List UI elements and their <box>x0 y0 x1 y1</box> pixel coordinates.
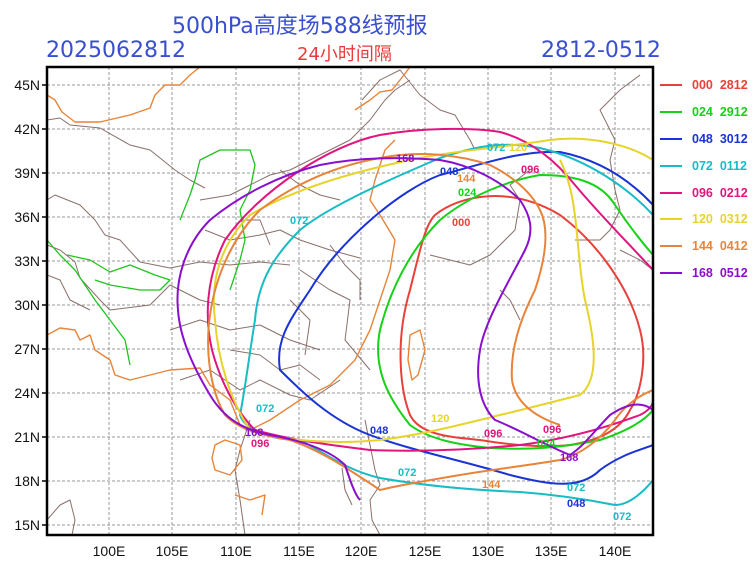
contour-048 <box>278 150 653 485</box>
svg-text:15N: 15N <box>14 517 40 533</box>
svg-text:100E: 100E <box>93 543 126 559</box>
legend-item-072: 072 0112 <box>660 152 756 179</box>
svg-text:115E: 115E <box>283 543 315 559</box>
coastline <box>47 67 426 516</box>
legend-item-000: 000 2812 <box>660 72 756 99</box>
svg-text:110E: 110E <box>220 543 252 559</box>
svg-text:39N: 39N <box>14 165 40 181</box>
contour-024 <box>377 174 653 450</box>
svg-text:072: 072 <box>290 215 308 227</box>
svg-text:21N: 21N <box>14 429 40 445</box>
legend-line-icon <box>660 137 682 140</box>
svg-text:048: 048 <box>440 166 458 178</box>
svg-text:120: 120 <box>509 142 527 154</box>
svg-text:135E: 135E <box>535 543 568 559</box>
svg-text:105E: 105E <box>156 543 189 559</box>
contours <box>176 127 653 506</box>
svg-text:168: 168 <box>560 452 578 464</box>
svg-text:144: 144 <box>457 173 476 185</box>
interval-label: 24小时间隔 <box>297 44 392 65</box>
svg-text:27N: 27N <box>14 341 40 357</box>
legend-line-icon <box>660 271 682 274</box>
svg-text:072: 072 <box>567 482 585 494</box>
contour-168 <box>176 157 653 501</box>
contour-labels: 000 024 048 072 120 096 144 168 072 072 … <box>245 142 631 523</box>
svg-text:072: 072 <box>398 467 416 479</box>
y-axis-labels: 45N 42N 39N 36N 33N 30N 27N 24N 21N 18N … <box>14 77 40 533</box>
svg-text:048: 048 <box>567 498 585 510</box>
svg-text:24N: 24N <box>14 385 40 401</box>
svg-text:024: 024 <box>458 187 477 199</box>
legend-item-024: 024 2912 <box>660 99 756 126</box>
legend-line-icon <box>660 218 682 221</box>
svg-text:024: 024 <box>537 438 556 450</box>
valid-range: 2812-0512 <box>541 38 661 63</box>
legend-line-icon <box>660 245 682 248</box>
svg-text:072: 072 <box>613 511 631 523</box>
svg-text:120: 120 <box>431 413 449 425</box>
legend-item-144: 144 0412 <box>660 233 756 260</box>
svg-text:36N: 36N <box>14 209 40 225</box>
svg-text:096: 096 <box>251 438 269 450</box>
svg-text:096: 096 <box>484 428 502 440</box>
svg-text:130E: 130E <box>472 543 505 559</box>
contour-096 <box>206 127 653 452</box>
svg-text:048: 048 <box>370 425 388 437</box>
legend-line-icon <box>660 84 682 87</box>
legend-item-048: 048 3012 <box>660 126 756 153</box>
svg-text:30N: 30N <box>14 297 40 313</box>
plot-frame <box>45 65 655 537</box>
svg-text:096: 096 <box>521 164 539 176</box>
x-axis-labels: 100E 105E 110E 115E 120E 125E 130E 135E … <box>93 543 632 559</box>
svg-text:000: 000 <box>452 217 470 229</box>
svg-text:096: 096 <box>543 424 561 436</box>
legend-item-096: 096 0212 <box>660 179 756 206</box>
svg-text:125E: 125E <box>409 543 442 559</box>
svg-text:45N: 45N <box>14 77 40 93</box>
legend-line-icon <box>660 164 682 167</box>
svg-text:144: 144 <box>482 479 501 491</box>
svg-text:168: 168 <box>245 427 263 439</box>
legend-line-icon <box>660 111 682 114</box>
province-boundaries <box>47 69 653 535</box>
svg-text:42N: 42N <box>14 121 40 137</box>
svg-text:072: 072 <box>256 403 274 415</box>
legend-item-120: 120 0312 <box>660 206 756 233</box>
svg-text:33N: 33N <box>14 253 40 269</box>
contour-072 <box>239 143 653 506</box>
legend: 000 2812 024 2912 048 3012 072 0112 096 … <box>660 72 756 286</box>
contour-144 <box>207 153 653 491</box>
svg-text:168: 168 <box>396 153 414 165</box>
chart-title: 500hPa高度场588线预报 <box>172 14 428 39</box>
init-time: 2025062812 <box>46 38 186 63</box>
svg-text:140E: 140E <box>599 543 632 559</box>
svg-text:072: 072 <box>487 142 505 154</box>
plateau-outline <box>47 149 256 366</box>
svg-text:120E: 120E <box>345 543 378 559</box>
svg-text:18N: 18N <box>14 473 40 489</box>
legend-line-icon <box>660 191 682 194</box>
legend-item-168: 168 0512 <box>660 260 756 287</box>
